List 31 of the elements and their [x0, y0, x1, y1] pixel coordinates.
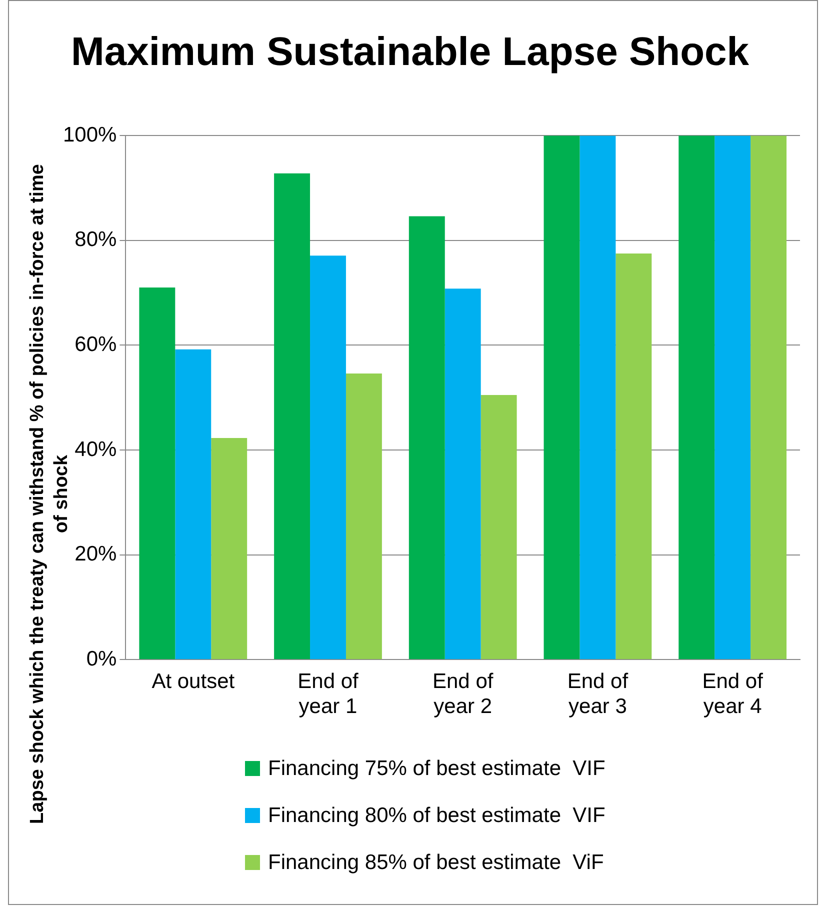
bar — [408, 216, 445, 660]
y-tick-label: 80% — [74, 228, 117, 252]
bar — [750, 136, 787, 660]
bar — [544, 136, 580, 660]
x-tick-label: End of year 4 — [702, 670, 764, 718]
x-tick-label: End of year 1 — [298, 670, 359, 718]
y-tick-label: 20% — [74, 542, 117, 566]
bar — [480, 394, 517, 660]
y-tick-label: 40% — [74, 438, 117, 461]
bar — [139, 288, 176, 660]
legend-label: Financing 80% of best estimate VIF — [268, 804, 606, 828]
y-tick-label: 60% — [74, 332, 117, 356]
bar — [346, 373, 382, 660]
bar — [580, 136, 616, 660]
bar — [274, 173, 310, 660]
chart-title: Maximum Sustainable Lapse Shock — [70, 29, 750, 76]
bar — [714, 136, 751, 660]
bar — [310, 256, 346, 660]
bar — [175, 349, 212, 660]
bar — [211, 438, 248, 660]
y-tick-label: 100% — [62, 123, 117, 146]
y-tick-label: 0% — [86, 647, 117, 670]
x-tick-label: End of year 3 — [567, 670, 628, 718]
legend-label: Financing 75% of best estimate VIF — [268, 756, 606, 780]
legend-label: Financing 85% of best estimate ViF — [268, 850, 604, 874]
bar — [444, 288, 481, 660]
bar — [678, 136, 715, 660]
x-tick-label: End of year 2 — [432, 670, 494, 718]
x-tick-label: At outset — [152, 670, 235, 693]
bar — [616, 254, 652, 660]
y-axis-title: Lapse shock which the treaty can withstand % of policies in-force at time of shock — [26, 163, 73, 826]
